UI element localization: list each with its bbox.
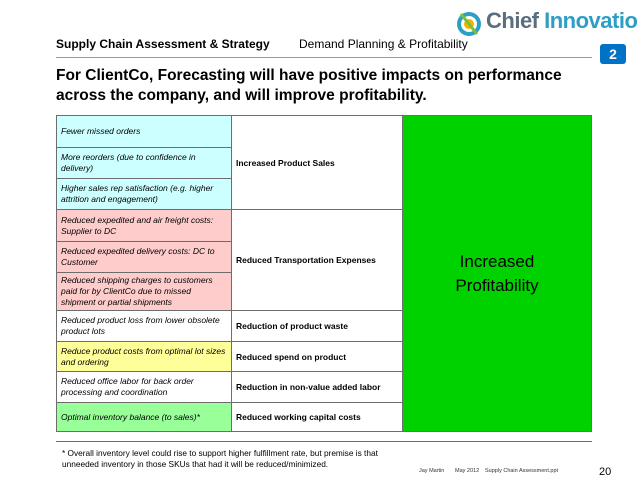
- deck-title: Supply Chain Assessment & Strategy: [56, 37, 270, 51]
- company-logo-icon: [457, 12, 481, 36]
- impact-cell: Reduction in non-value added labor: [231, 371, 403, 403]
- outcome-line-1: Increased: [459, 251, 535, 271]
- footer-filename: Supply Chain Assessment.ppt: [485, 468, 559, 474]
- driver-cell: Reduced product loss from lower obsolete…: [56, 310, 232, 342]
- driver-cell: Optimal inventory balance (to sales)*: [56, 402, 232, 432]
- page-number: 20: [599, 466, 612, 478]
- footer-date: May 2012: [455, 468, 480, 474]
- driver-cell: Fewer missed orders: [56, 115, 232, 148]
- section-badge: 2: [600, 44, 626, 64]
- footnote-text: * Overall inventory level could rise to …: [62, 448, 378, 469]
- header-divider: [56, 57, 592, 58]
- impact-cell: Reduced Transportation Expenses: [231, 209, 403, 311]
- impact-cell: Reduction of product waste: [231, 310, 403, 342]
- driver-cell: Higher sales rep satisfaction (e.g. high…: [56, 178, 232, 210]
- driver-cell: Reduced expedited and air freight costs:…: [56, 209, 232, 242]
- impact-cell: Increased Product Sales: [231, 115, 403, 210]
- driver-cell: Reduced expedited delivery costs: DC to …: [56, 241, 232, 273]
- impact-table: Fewer missed orders Increased Product Sa…: [56, 115, 592, 432]
- impact-cell: Reduced working capital costs: [231, 402, 403, 432]
- logo-word-innovation: Innovation: [544, 8, 638, 33]
- footer-author: Jay Martin: [419, 468, 445, 474]
- driver-cell: More reorders (due to confidence in deli…: [56, 147, 232, 179]
- driver-cell: Reduced office labor for back order proc…: [56, 371, 232, 403]
- slide-headline: For ClientCo, Forecasting will have posi…: [56, 67, 562, 104]
- section-title: Demand Planning & Profitability: [299, 37, 468, 51]
- footnote-box: * Overall inventory level could rise to …: [56, 441, 592, 478]
- driver-cell: Reduce product costs from optimal lot si…: [56, 341, 232, 372]
- driver-cell: Reduced shipping charges to customers pa…: [56, 272, 232, 311]
- impact-cell: Reduced spend on product: [231, 341, 403, 372]
- logo-word-chief: Chief: [486, 8, 539, 33]
- company-logo: Chief Innovation: [486, 8, 638, 34]
- outcome-cell: Increased Profitability: [402, 115, 592, 432]
- outcome-line-2: Profitability: [455, 275, 539, 295]
